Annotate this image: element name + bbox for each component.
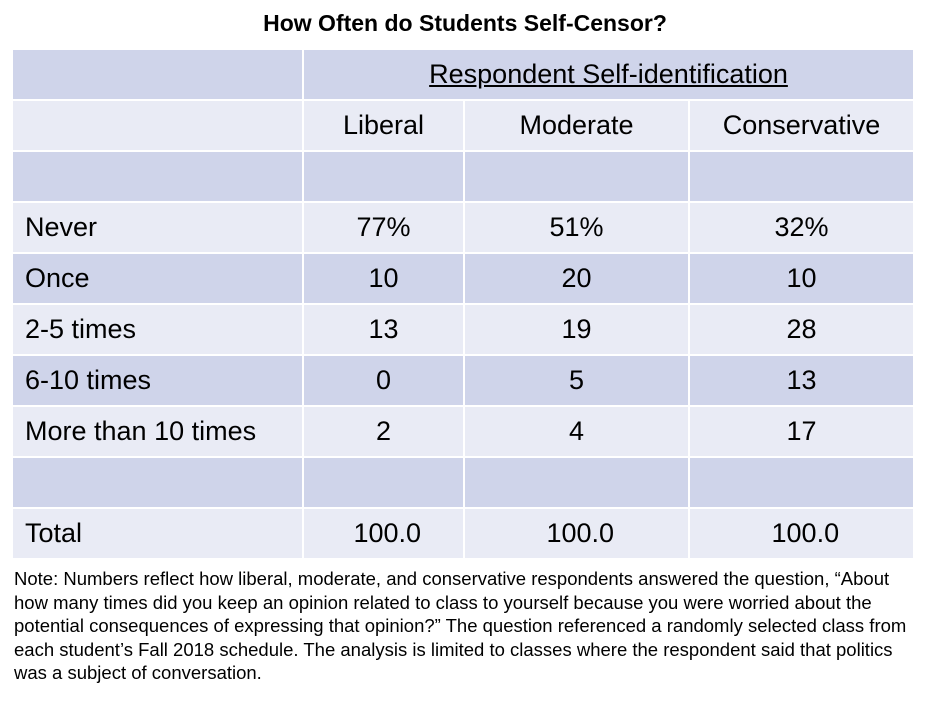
data-table: Respondent Self-identification Liberal M…: [11, 48, 916, 560]
cell-conservative: 28: [687, 303, 916, 356]
cell-conservative: 17: [687, 405, 916, 458]
empty-cell: [687, 456, 916, 509]
cell-moderate: 20: [463, 252, 690, 305]
row-label: 6-10 times: [11, 354, 304, 407]
table-row: More than 10 times 2 4 17: [11, 405, 916, 458]
table-row: 6-10 times 0 5 13: [11, 354, 916, 407]
cell-moderate: 4: [463, 405, 690, 458]
footnote: Note: Numbers reflect how liberal, moder…: [14, 568, 907, 683]
column-header-conservative: Conservative: [687, 99, 916, 152]
cell-conservative: 13: [687, 354, 916, 407]
group-header-row: Respondent Self-identification: [11, 48, 916, 101]
empty-cell: [11, 150, 304, 203]
cell-moderate: 51%: [463, 201, 690, 254]
empty-cell: [11, 456, 304, 509]
page-title: How Often do Students Self-Censor?: [263, 10, 667, 36]
spacer-row: [11, 456, 916, 509]
cell-liberal: 10: [302, 252, 465, 305]
row-label: Never: [11, 201, 304, 254]
cell-liberal: 100.0: [302, 507, 465, 560]
empty-cell: [687, 150, 916, 203]
row-label: 2-5 times: [11, 303, 304, 356]
empty-cell: [463, 150, 690, 203]
cell-moderate: 5: [463, 354, 690, 407]
column-header-liberal: Liberal: [302, 99, 465, 152]
table-row: Never 77% 51% 32%: [11, 201, 916, 254]
table-row: 2-5 times 13 19 28: [11, 303, 916, 356]
cell-conservative: 100.0: [687, 507, 916, 560]
column-header-row: Liberal Moderate Conservative: [11, 99, 916, 152]
cell-liberal: 77%: [302, 201, 465, 254]
cell-moderate: 100.0: [463, 507, 690, 560]
empty-cell: [11, 99, 304, 152]
group-header-label: Respondent Self-identification: [429, 59, 788, 89]
empty-cell: [302, 456, 465, 509]
row-label: Once: [11, 252, 304, 305]
empty-cell: [302, 150, 465, 203]
empty-cell: [463, 456, 690, 509]
cell-conservative: 10: [687, 252, 916, 305]
row-label: Total: [11, 507, 304, 560]
cell-liberal: 13: [302, 303, 465, 356]
row-label: More than 10 times: [11, 405, 304, 458]
table-row: Once 10 20 10: [11, 252, 916, 305]
group-header: Respondent Self-identification: [301, 48, 916, 101]
spacer-row: [11, 150, 916, 203]
cell-conservative: 32%: [687, 201, 916, 254]
cell-liberal: 0: [302, 354, 465, 407]
cell-liberal: 2: [302, 405, 465, 458]
empty-cell: [11, 48, 304, 101]
total-row: Total 100.0 100.0 100.0: [11, 507, 916, 560]
cell-moderate: 19: [463, 303, 690, 356]
column-header-moderate: Moderate: [463, 99, 690, 152]
